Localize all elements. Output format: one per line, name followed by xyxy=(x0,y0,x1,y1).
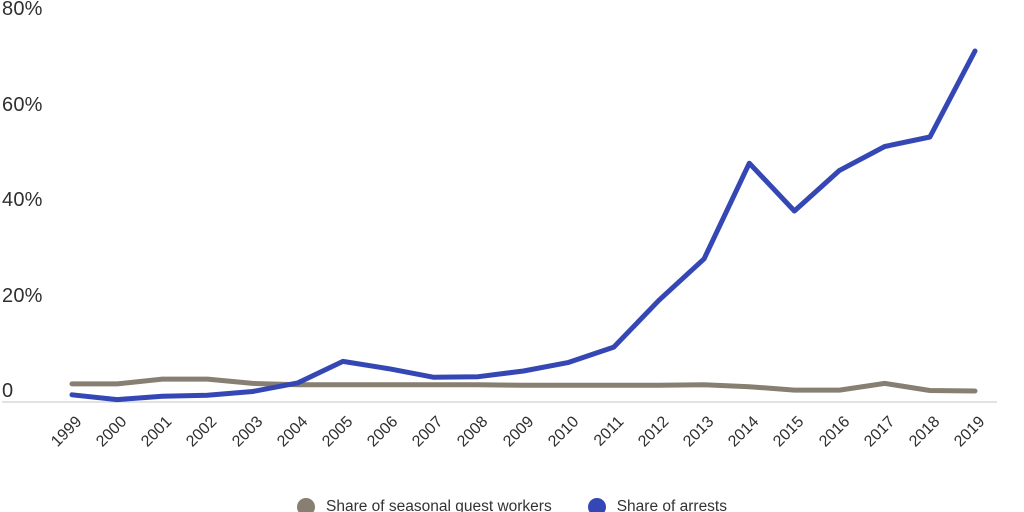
y-tick-label-80: 80% xyxy=(2,0,43,20)
legend-item-share-of-seasonal-guest-workers: Share of seasonal guest workers xyxy=(296,498,552,512)
y-tick-label-20: 20% xyxy=(2,284,43,307)
legend-dot-icon xyxy=(296,498,315,512)
legend-label: Share of arrests xyxy=(616,498,727,512)
legend-label: Share of seasonal guest workers xyxy=(325,498,552,512)
legend-dot-icon xyxy=(587,498,606,512)
legend-item-share-of-arrests: Share of arrests xyxy=(587,498,727,512)
y-tick-label-40: 40% xyxy=(2,189,43,211)
legend: Share of seasonal guest workers Share of … xyxy=(0,498,1024,512)
y-tick-label-60: 60% xyxy=(2,93,43,116)
series-line-share-of-seasonal-guest-workers xyxy=(69,376,978,394)
y-tick-label-0: 0 xyxy=(2,380,14,402)
series-line-share-of-arrests xyxy=(69,48,978,403)
